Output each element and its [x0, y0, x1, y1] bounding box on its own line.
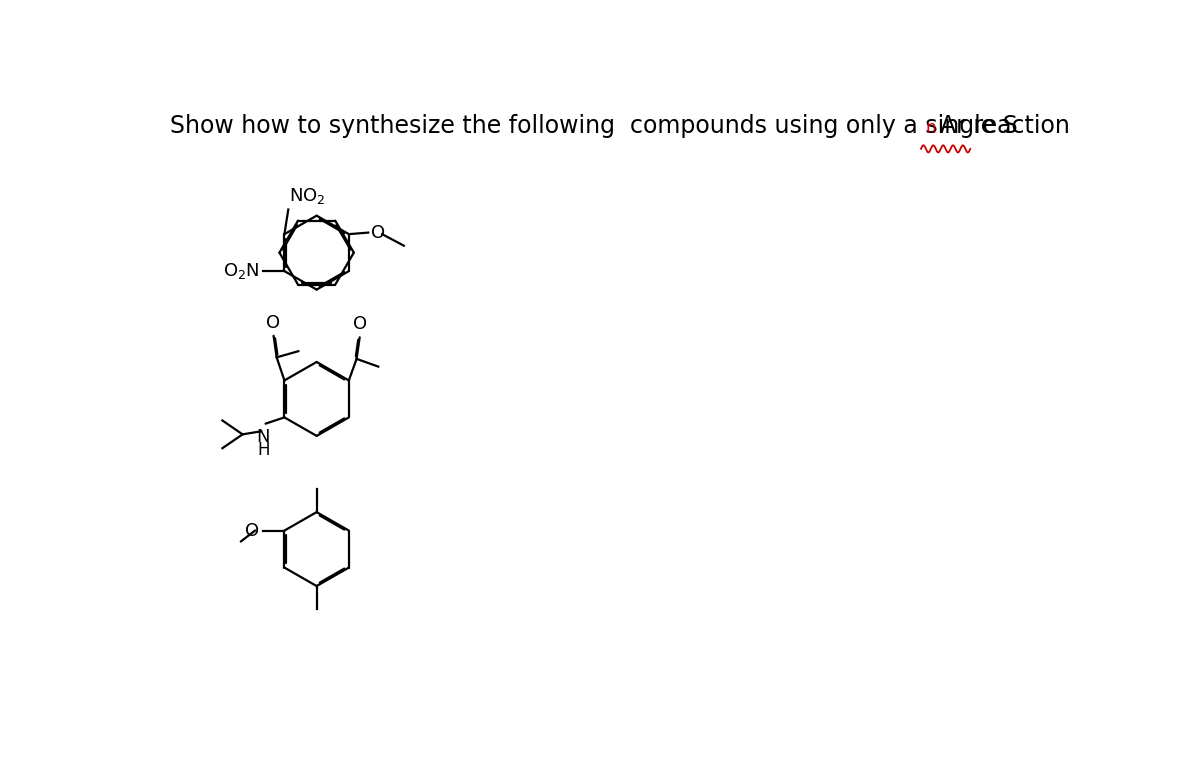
Text: O$_2$N: O$_2$N — [223, 261, 259, 281]
Text: NO$_2$: NO$_2$ — [289, 186, 325, 207]
Text: O: O — [245, 521, 259, 539]
Text: Ar reaction: Ar reaction — [941, 114, 1070, 138]
Text: n: n — [925, 119, 936, 137]
Text: O: O — [353, 315, 367, 333]
Text: O: O — [266, 314, 281, 332]
Text: N: N — [257, 428, 270, 446]
Text: Show how to synthesize the following  compounds using only a single S: Show how to synthesize the following com… — [170, 114, 1019, 138]
Text: H: H — [257, 441, 270, 458]
Text: O: O — [371, 224, 385, 242]
